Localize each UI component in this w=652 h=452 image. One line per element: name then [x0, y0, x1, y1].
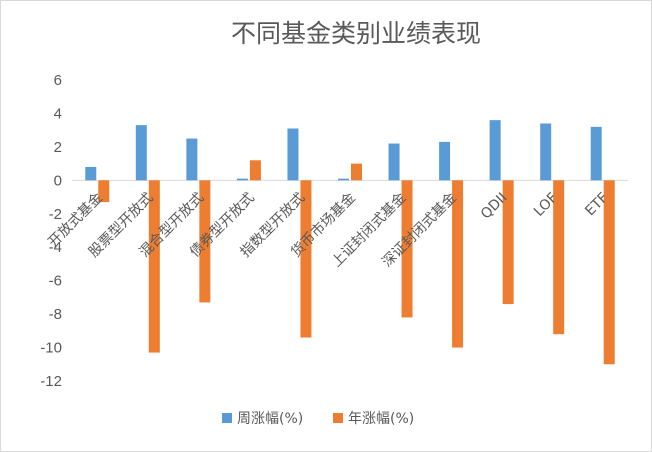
- weekly-bar: [236, 178, 248, 181]
- y-tick-label: 4: [54, 105, 62, 122]
- legend-swatch-yearly: [333, 413, 343, 423]
- y-tick-label: 0: [54, 172, 62, 189]
- y-tick-label: -2: [49, 206, 62, 223]
- yearly-bar: [553, 180, 565, 335]
- yearly-bar: [249, 160, 261, 181]
- yearly-bar: [98, 180, 110, 203]
- y-axis: 6 4 2 0 -2 -4 -6 -8 -10 -12: [40, 72, 62, 390]
- yearly-bar: [603, 180, 615, 365]
- y-tick-label: -10: [40, 340, 62, 357]
- y-tick-label: -4: [49, 239, 62, 256]
- weekly-bar: [439, 141, 451, 181]
- weekly-bar: [186, 138, 198, 181]
- legend: 周涨幅(%) 年涨幅(%): [222, 411, 414, 427]
- yearly-bar: [452, 180, 464, 348]
- y-tick-label: -12: [40, 373, 62, 390]
- yearly-bar: [199, 180, 211, 303]
- y-tick-label: -6: [49, 273, 62, 290]
- yearly-bar: [502, 180, 514, 305]
- weekly-bar: [338, 178, 349, 181]
- yearly-bar: [401, 180, 413, 318]
- yearly-bar: [300, 180, 312, 338]
- weekly-bar: [489, 120, 501, 181]
- yearly-bar: [148, 180, 160, 353]
- legend-label-weekly: 周涨幅(%): [237, 411, 303, 427]
- weekly-bar: [540, 123, 552, 181]
- bars: [85, 120, 615, 365]
- weekly-bar: [388, 143, 400, 181]
- y-tick-label: 2: [54, 139, 62, 156]
- weekly-bar: [590, 126, 602, 181]
- y-tick-label: 6: [54, 72, 62, 89]
- legend-swatch-weekly: [222, 413, 232, 423]
- y-tick-label: -8: [49, 306, 62, 323]
- weekly-bar: [287, 128, 299, 181]
- weekly-bar: [85, 166, 97, 181]
- chart-title: 不同基金类别业绩表现: [231, 19, 481, 48]
- x-axis-labels: 开放式基金股票型开放式混合型开放式债券型开放式指数型开放式货币市场基金上证封闭式…: [45, 189, 612, 270]
- legend-label-yearly: 年涨幅(%): [348, 411, 414, 427]
- yearly-bar: [351, 163, 362, 181]
- weekly-bar: [135, 125, 147, 181]
